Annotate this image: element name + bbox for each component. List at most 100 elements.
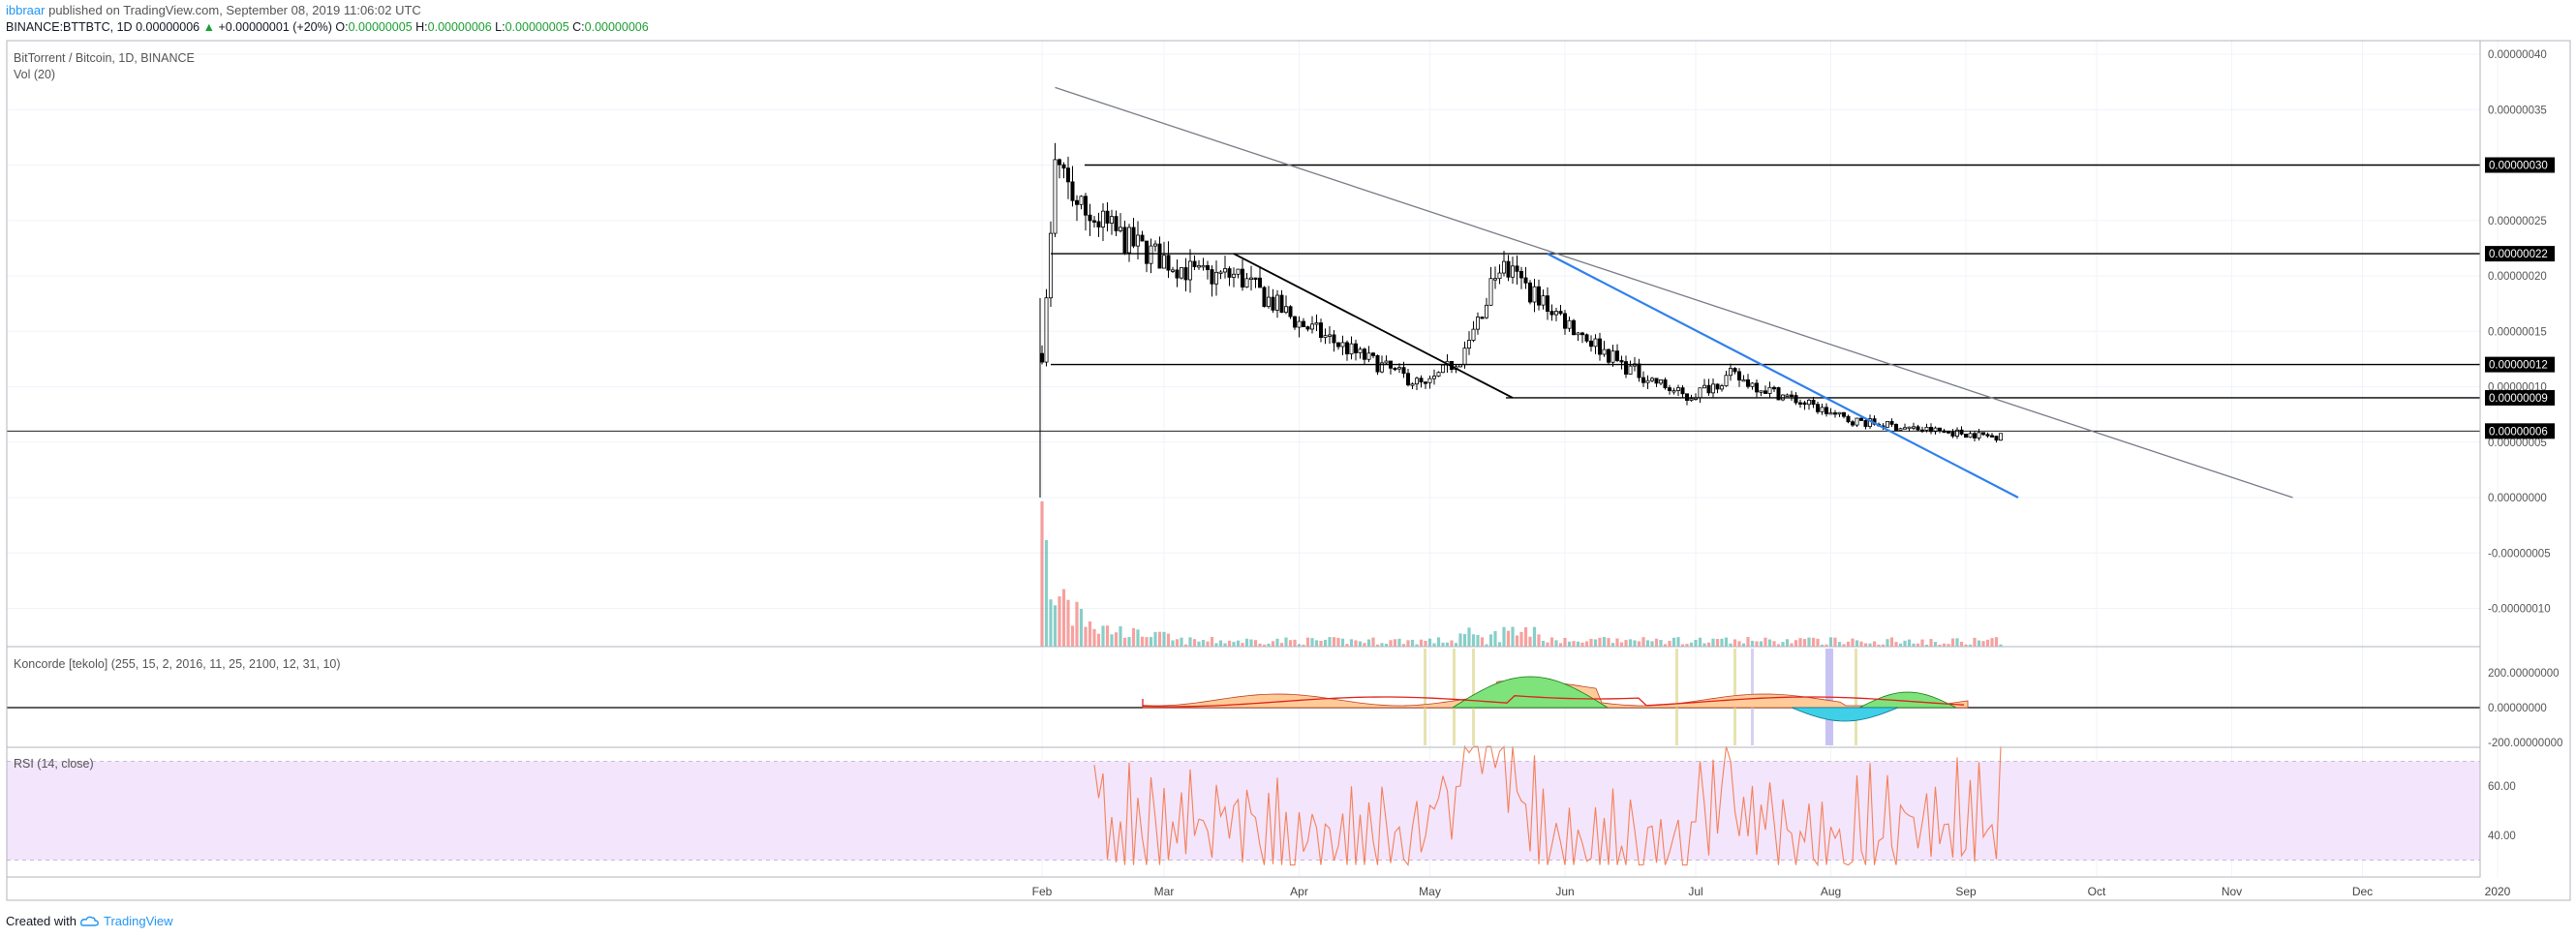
- candle-body: [1427, 378, 1432, 383]
- candle-body: [1755, 382, 1760, 393]
- volume-bar: [1546, 642, 1549, 647]
- volume-bar: [1985, 639, 1990, 647]
- volume-bar: [1846, 641, 1851, 647]
- volume-bar: [1279, 643, 1284, 647]
- volume-bar: [1746, 637, 1750, 647]
- change-arrow-icon: ▲: [202, 20, 215, 34]
- volume-bar: [1375, 644, 1380, 647]
- candle-body: [1549, 311, 1554, 316]
- rsi-line: [7, 744, 2480, 867]
- candle-body: [1842, 411, 1847, 417]
- volume-bar: [1959, 642, 1964, 647]
- candle-body: [1223, 268, 1228, 273]
- volume-bar: [1637, 641, 1641, 647]
- volume-bar: [1567, 641, 1572, 647]
- trendlines[interactable]: [1055, 86, 2293, 499]
- candle-body: [1610, 350, 1615, 363]
- volume-bar: [1781, 642, 1785, 647]
- candle-body: [1279, 294, 1284, 314]
- candle-body: [1305, 326, 1310, 330]
- volume-bar: [1241, 643, 1244, 647]
- volume-bar: [1070, 625, 1075, 647]
- candle-body: [1615, 350, 1620, 361]
- date-tick-label: Jul: [1688, 885, 1702, 898]
- volume-bar: [1659, 640, 1663, 647]
- volume-bar: [1358, 641, 1363, 647]
- candle-body: [1619, 360, 1624, 363]
- candle-body: [1916, 426, 1920, 431]
- candle-body: [1371, 352, 1376, 356]
- volume-bar: [1994, 637, 1999, 647]
- candle-body: [1066, 167, 1071, 183]
- volume-bar: [1183, 644, 1188, 647]
- date-tick-label: Feb: [1032, 885, 1053, 898]
- candle-body: [1267, 296, 1272, 308]
- candle-body: [1733, 368, 1737, 373]
- close-label: C:: [572, 20, 585, 34]
- volume-bar: [1724, 637, 1729, 647]
- volume-bar: [1371, 637, 1375, 647]
- candle-body: [1863, 420, 1868, 427]
- rsi-pane-title: RSI (14, close): [14, 757, 94, 771]
- volume-bar: [1153, 631, 1157, 647]
- volume-bar: [1889, 637, 1894, 647]
- price-badge: [2485, 356, 2555, 373]
- koncorde-tick-label: 200.00000000: [2488, 668, 2560, 680]
- volume-bar: [1340, 638, 1345, 647]
- volume-bar: [1406, 640, 1410, 647]
- volume-bar: [1363, 643, 1366, 647]
- volume-bar: [1907, 639, 1912, 647]
- candle-body: [1419, 378, 1424, 383]
- price-tick-label: -0.00000010: [2488, 604, 2551, 616]
- rsi-line-path: [1093, 744, 2002, 867]
- volume-bar: [1633, 640, 1637, 647]
- volume-bar: [1040, 501, 1044, 647]
- candle-body: [1201, 264, 1206, 268]
- candle-body: [1096, 221, 1101, 227]
- publish-header: ibbraar published on TradingView.com, Se…: [6, 3, 421, 17]
- candle-body: [1685, 393, 1690, 401]
- high-value: 0.00000006: [427, 20, 492, 34]
- candle-body: [1415, 378, 1420, 385]
- candle-body: [1994, 436, 1999, 441]
- candle-body: [1785, 394, 1790, 397]
- candle-body: [1253, 277, 1258, 281]
- volume-bar: [1537, 634, 1541, 647]
- date-tick-label: Mar: [1154, 885, 1175, 898]
- volume-bar: [1558, 643, 1563, 647]
- candle-body: [1214, 271, 1219, 285]
- candle-body: [1358, 348, 1363, 353]
- horizontal-levels[interactable]: [7, 164, 2480, 432]
- symbol-header: BINANCE:BTTBTC, 1D 0.00000006 ▲ +0.00000…: [6, 20, 649, 34]
- candle-body: [1197, 265, 1202, 268]
- volume-bar: [1973, 637, 1977, 647]
- volume-bar: [1061, 589, 1066, 647]
- volume-bar: [1366, 639, 1371, 647]
- candle-body: [1572, 319, 1577, 336]
- volume-bar: [1698, 637, 1702, 647]
- candle-body: [1340, 342, 1345, 348]
- volume-bar: [1488, 634, 1493, 647]
- volume-bar: [1720, 638, 1724, 647]
- candle-body: [1528, 282, 1533, 303]
- volume-bar: [1175, 639, 1180, 647]
- candle-body: [1645, 379, 1650, 383]
- candle-body: [1410, 383, 1415, 386]
- candle-body: [1049, 232, 1054, 299]
- candle-body: [1354, 343, 1359, 353]
- candle-body: [1628, 365, 1633, 375]
- volume-bar: [1741, 643, 1746, 647]
- volume-bar: [1837, 642, 1842, 647]
- candle-body: [1053, 159, 1058, 234]
- candle-body: [1794, 395, 1798, 404]
- tradingview-link[interactable]: TradingView: [103, 914, 173, 928]
- koncorde-signal-bar: [1675, 649, 1678, 745]
- volume-bar: [1192, 639, 1197, 647]
- candle-body: [1637, 363, 1641, 378]
- publisher-link[interactable]: ibbraar: [6, 3, 46, 17]
- candle-body: [1929, 427, 1934, 433]
- candle-body: [1406, 373, 1411, 386]
- volume-bar: [1933, 642, 1938, 647]
- candle-body: [1488, 278, 1493, 306]
